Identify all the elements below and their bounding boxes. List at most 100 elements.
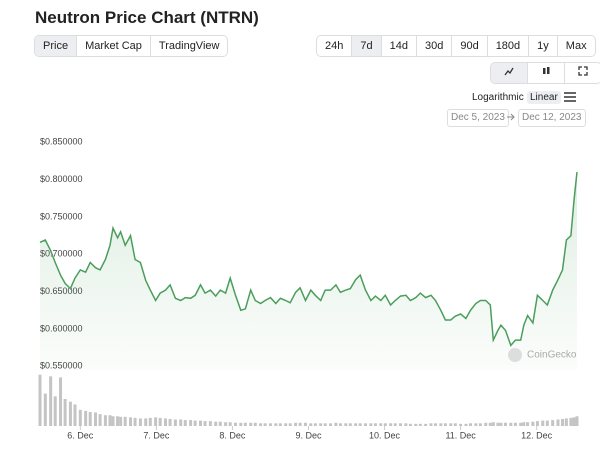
volume-bar [404,423,408,426]
volume-bar [344,423,348,426]
range-group: 24h 7d 14d 30d 90d 180d 1y Max [316,35,596,57]
volume-bar [418,423,422,426]
volume-bar [572,417,576,426]
volume-bar [239,422,243,426]
area-fill [40,172,577,370]
volume-bar [183,420,187,426]
volume-bar [268,423,272,426]
volume-bar [108,415,112,426]
menu-button[interactable] [564,92,576,102]
volume-bar [449,423,453,426]
volume-bar [575,416,579,426]
volume-bar [526,422,530,426]
tab[interactable]: TradingView [158,40,220,52]
volume-bar [469,423,473,426]
volume-bar [218,421,222,426]
volume-bar [373,423,377,426]
volume-bar [214,421,218,426]
volume-bar [561,418,565,426]
volume-bar [259,423,263,426]
volume-bar [338,423,342,426]
scale-option[interactable]: Linear [527,91,561,104]
volume-bar [399,423,403,426]
volume-bar [38,374,42,426]
range-button[interactable]: Max [565,40,587,52]
volume-bar [68,401,72,426]
volume-bar [253,422,257,426]
volume-bar [424,423,428,426]
watermark-logo [508,348,522,362]
volume-bar [59,377,63,426]
range-button[interactable]: 1y [529,36,558,56]
tab[interactable]: Price [35,36,78,56]
volume-bar [551,420,555,426]
fullscreen-button[interactable] [565,63,600,83]
scale-option[interactable]: Logarithmic [472,92,524,103]
volume-bar [103,415,107,426]
volume-bar [459,423,463,426]
range-button[interactable]: 24h [317,36,353,56]
x-tick-label: 9. Dec [295,430,322,440]
volume-bar [98,414,102,426]
date-to[interactable]: Dec 12, 2023 [518,109,586,127]
y-tick-label: $0.700000 [40,249,83,259]
volume-bar [443,423,447,426]
icon [543,67,550,74]
volume-bar [389,423,393,426]
volume-bar [88,411,92,426]
price-line [39,172,578,347]
volume-bar [274,423,278,426]
volume-bar [94,412,98,426]
volume-bar [531,421,535,426]
range-button[interactable]: 180d [488,36,530,56]
x-tick-label: 10. Dec [369,430,401,440]
volume-bar [284,423,288,426]
volume-bar [491,422,495,426]
volume-bar [84,410,88,426]
volume-bar [474,423,478,426]
volume-bar [434,423,438,426]
tab[interactable]: Market Cap [77,36,151,56]
volume-bar [569,417,573,426]
volume-bar [198,420,202,426]
volume-bar [541,420,545,426]
watermark: CoinGecko [527,350,577,361]
line-chart-button[interactable] [491,63,528,83]
volume-bar [63,399,67,426]
range-button[interactable]: 14d [382,36,417,56]
volume-bar [354,423,358,426]
volume-bar [168,418,172,426]
volume-bar [329,423,333,426]
volume-bar [513,422,517,426]
volume-bar [535,421,539,426]
volume-bar [111,416,115,426]
candle-chart-button[interactable] [528,63,565,83]
volume-bar [313,423,317,426]
volume-bar [303,422,307,426]
x-tick-label: 11. Dec [445,430,476,440]
volume-bar [369,423,373,426]
date-from[interactable]: Dec 5, 2023 [447,109,509,127]
volume-bar [309,423,313,426]
x-tick-label: 12. Dec [521,430,553,440]
arrow [507,113,515,121]
range-button[interactable]: 7d [352,36,382,56]
volume-bar [504,422,508,426]
volume-bar [323,423,327,426]
volume-bar [556,419,560,426]
volume-bar [233,422,237,426]
volume-bar [488,422,492,426]
range-button[interactable]: 30d [417,36,453,56]
volume-bar [564,418,568,426]
volume-bar [464,423,468,426]
volume-bar [78,409,82,426]
volume-bar [224,422,228,426]
volume-bar [53,396,57,426]
range-button[interactable]: 90d [452,36,488,56]
volume-bar [73,404,77,426]
volume-bar [408,423,412,426]
volume-bar [319,423,323,426]
chart-style-group [490,62,600,84]
volume-bar [173,419,177,426]
